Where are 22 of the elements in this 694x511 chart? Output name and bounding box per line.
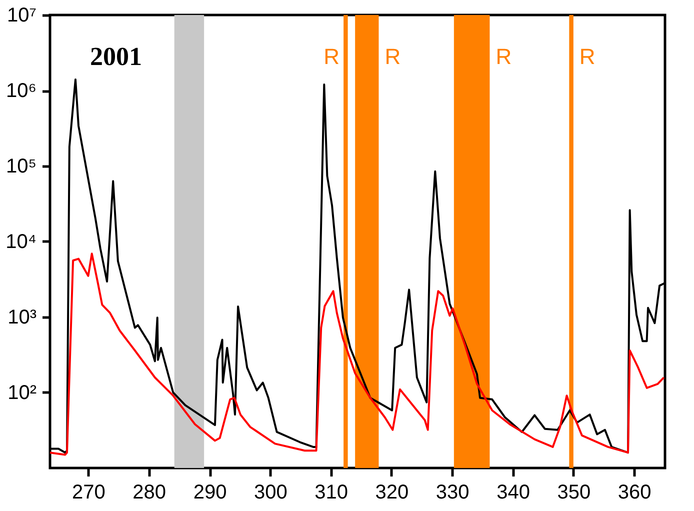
x-tick-label: 330 [436,482,470,504]
x-tick-label: 290 [193,482,227,504]
x-tick-label: 340 [496,482,530,504]
x-tick-label: 320 [375,482,409,504]
x-tick-label: 270 [72,482,106,504]
annotation: 2001 [90,42,142,71]
y-tick-label: 10⁵ [6,156,36,178]
line-series [49,252,665,456]
y-tick-label: 10² [8,382,37,404]
x-tick-label: 300 [254,482,288,504]
band-label: R [579,44,596,69]
band-label: R [496,44,512,69]
y-tick-label: 10³ [8,306,37,328]
band-label: R [384,44,401,69]
x-tick-label: 280 [132,482,166,504]
y-tick-label: 10⁴ [6,231,36,253]
x-tick-label: 350 [557,482,591,504]
y-tick-label: 10⁶ [6,80,36,102]
y-tick-label: 10⁷ [7,4,36,26]
x-tick-label: 310 [314,482,348,504]
band-label: R [324,44,340,69]
x-tick-label: 360 [618,482,652,504]
